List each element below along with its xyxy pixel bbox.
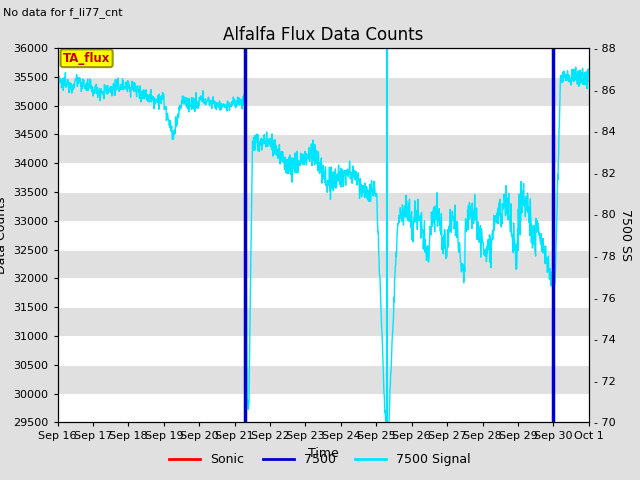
Y-axis label: 7500 SS: 7500 SS (619, 209, 632, 261)
Bar (58, 48, 589, 77)
Title: Alfalfa Flux Data Counts: Alfalfa Flux Data Counts (223, 25, 424, 44)
Bar (58, 278, 589, 307)
X-axis label: Time: Time (308, 447, 339, 460)
Text: No data for f_li77_cnt: No data for f_li77_cnt (3, 7, 123, 18)
Text: TA_flux: TA_flux (63, 52, 110, 65)
Legend: Sonic, 7500, 7500 Signal: Sonic, 7500, 7500 Signal (164, 448, 476, 471)
Y-axis label: Data Counts: Data Counts (0, 196, 8, 274)
Bar (58, 106, 589, 134)
Bar (58, 221, 589, 250)
Bar (58, 307, 589, 336)
Bar (58, 192, 589, 221)
Bar (58, 394, 589, 422)
Bar (58, 77, 589, 106)
Bar (58, 134, 589, 163)
Bar (58, 365, 589, 394)
Bar (58, 163, 589, 192)
Bar (58, 250, 589, 278)
Bar (58, 336, 589, 365)
